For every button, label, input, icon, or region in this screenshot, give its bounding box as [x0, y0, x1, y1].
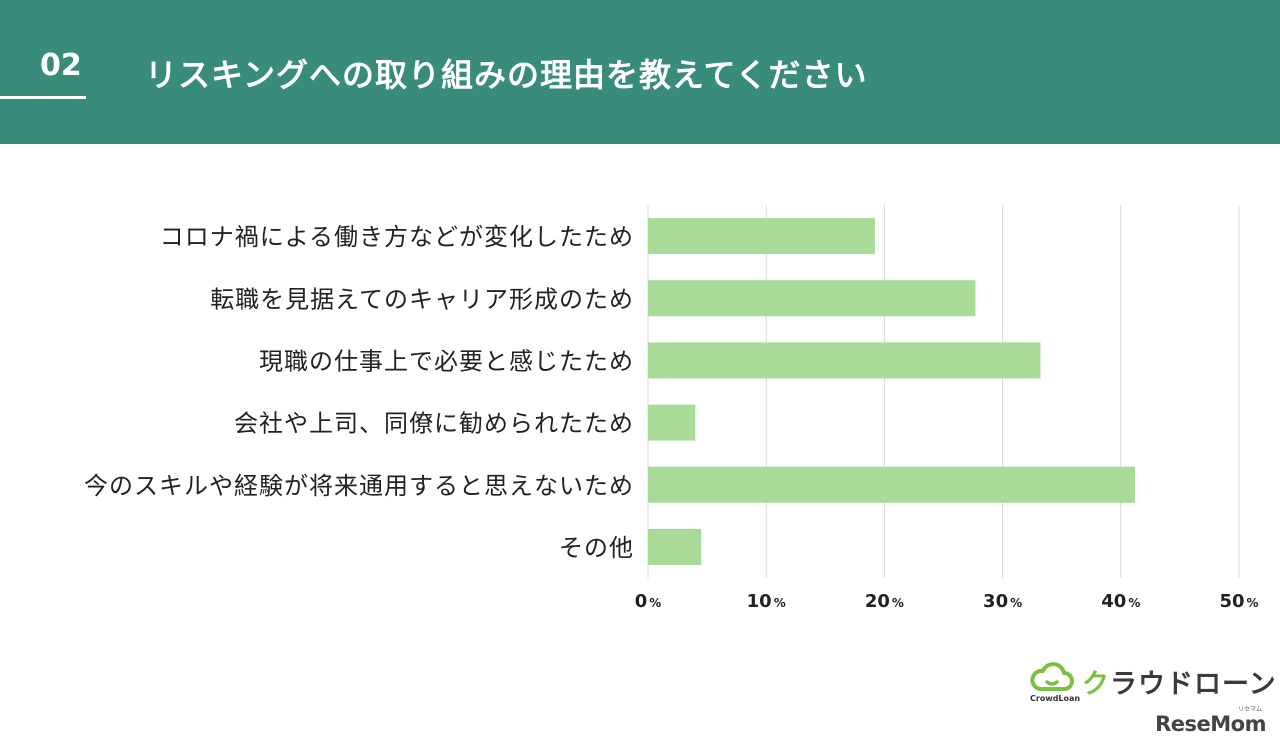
- bar: [648, 528, 702, 565]
- bar: [648, 342, 1041, 379]
- x-tick-label: 20%: [865, 591, 904, 612]
- category-label: コロナ禍による働き方などが変化したため: [160, 223, 634, 251]
- category-labels: コロナ禍による働き方などが変化したため転職を見据えてのキャリア形成のため現職の仕…: [84, 223, 634, 562]
- page-title: リスキングへの取り組みの理由を教えてください: [145, 56, 868, 94]
- category-label: 転職を見据えてのキャリア形成のため: [210, 285, 634, 313]
- logo-name: クラウドローン: [1082, 669, 1277, 700]
- category-label: 現職の仕事上で必要と感じたため: [259, 347, 634, 375]
- x-tick-label: 50%: [1219, 591, 1258, 612]
- header-banner: 02 リスキングへの取り組みの理由を教えてください: [0, 0, 1280, 144]
- bar: [648, 218, 875, 255]
- category-label: その他: [559, 534, 634, 562]
- section-underline: [0, 96, 86, 99]
- x-tick-label: 30%: [983, 591, 1022, 612]
- category-label: 今のスキルや経験が将来通用すると思えないため: [84, 472, 634, 500]
- bar: [648, 280, 976, 317]
- section-number: 02: [40, 48, 82, 83]
- grid-lines: [647, 205, 1240, 578]
- x-axis-ticks: 0% 10% 20% 30% 40% 50%: [635, 591, 1259, 612]
- watermark: ReseMom: [1155, 712, 1266, 736]
- x-tick-label: 10%: [747, 591, 786, 612]
- bars: [648, 218, 1135, 565]
- bar: [648, 466, 1135, 503]
- logo-subtext: CrowdLoan: [1030, 694, 1081, 703]
- x-tick-label: 40%: [1101, 591, 1140, 612]
- category-label: 会社や上司、同僚に勧められたため: [234, 410, 634, 438]
- bar: [648, 404, 696, 441]
- x-tick-label: 0%: [635, 591, 662, 612]
- cloud-icon: [1030, 662, 1074, 691]
- crowdloan-logo: CrowdLoan クラウドローン: [1030, 662, 1276, 706]
- watermark-subtext: リセマム: [1237, 706, 1262, 713]
